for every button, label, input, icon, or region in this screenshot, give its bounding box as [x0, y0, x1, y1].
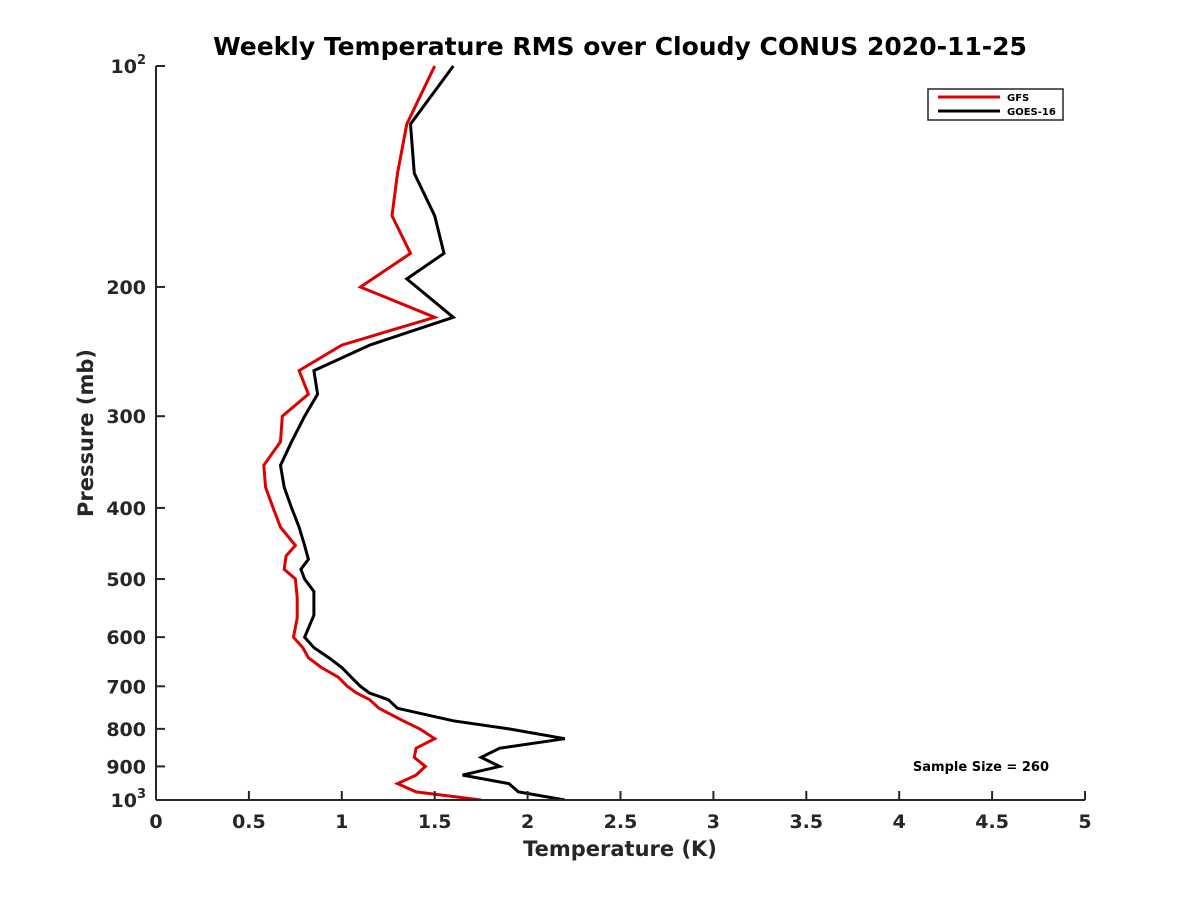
- x-tick-label: 1: [335, 811, 348, 833]
- x-tick-label: 2: [521, 811, 534, 833]
- y-tick-label: 800: [106, 719, 146, 741]
- y-tick-label: 600: [106, 627, 146, 649]
- x-tick-label: 4.5: [975, 811, 1009, 833]
- plot-background: [156, 66, 1085, 800]
- legend-label: GOES-16: [1007, 107, 1056, 118]
- y-tick-label: 900: [106, 756, 146, 778]
- series-line-gfs: [262, 65, 482, 800]
- x-ticks: 0 0.5 1 1.5 2 2.5 3 3.5 4 4.5 5: [149, 791, 1092, 833]
- x-tick-label: 0.5: [232, 811, 266, 833]
- x-tick-label: 3: [707, 811, 720, 833]
- y-tick-label: 200: [106, 277, 146, 299]
- legend: GFS GOES-16: [927, 88, 1064, 121]
- legend-items: GFS GOES-16: [938, 93, 1056, 118]
- x-tick-label: 1.5: [418, 811, 452, 833]
- y-ticks: 102 200 300 400 500 600 700 800 900 103: [106, 53, 165, 812]
- sample-size-annotation: Sample Size = 260: [913, 760, 1049, 775]
- legend-box: [927, 88, 1064, 121]
- y-tick-label: 300: [106, 406, 146, 428]
- x-tick-label: 5: [1078, 811, 1091, 833]
- x-tick-label: 2.5: [604, 811, 638, 833]
- y-axis-label: Pressure (mb): [74, 349, 98, 517]
- x-tick-label: 0: [149, 811, 162, 833]
- legend-label: GFS: [1007, 93, 1029, 104]
- chart-title: Weekly Temperature RMS over Cloudy CONUS…: [213, 32, 1027, 61]
- x-tick-label: 4: [893, 811, 906, 833]
- y-tick-label: 400: [106, 498, 146, 520]
- y-tick-label: 700: [106, 676, 146, 698]
- y-tick-label: 102: [111, 53, 147, 78]
- x-tick-label: 3.5: [789, 811, 823, 833]
- x-axis-label: Temperature (K): [523, 837, 717, 861]
- series-layer: [262, 65, 566, 800]
- series-line-goes-16: [278, 65, 566, 800]
- y-tick-label: 500: [106, 569, 146, 591]
- y-tick-label: 103: [111, 787, 147, 812]
- plot-area: [156, 66, 1085, 800]
